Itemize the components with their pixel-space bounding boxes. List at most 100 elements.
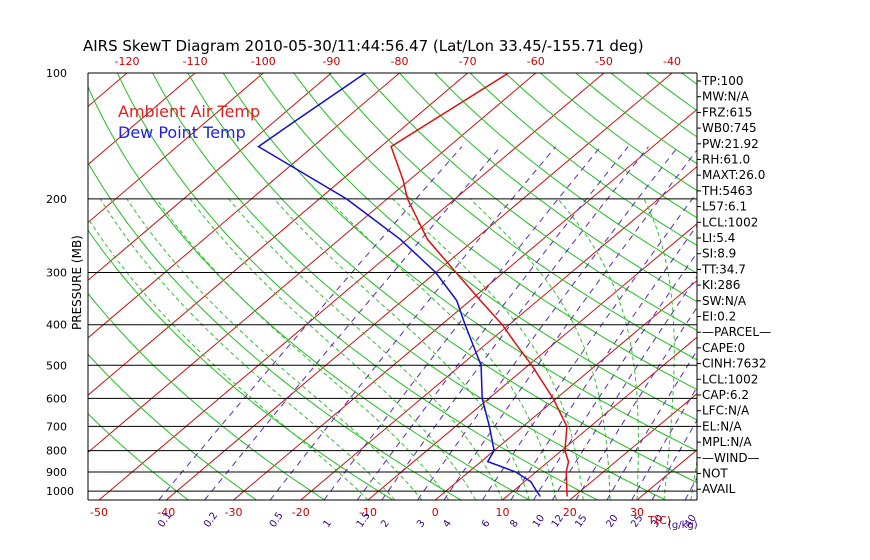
top-temp-tick-label: -70: [459, 55, 477, 68]
pressure-tick-label: 1000: [46, 485, 74, 498]
pressure-tick-label: 100: [46, 67, 67, 80]
dry-adiabat-line: [187, 73, 697, 484]
pressure-tick-label: 200: [46, 193, 67, 206]
top-temp-tick-label: -60: [527, 55, 545, 68]
pressure-tick-label: 300: [46, 267, 67, 280]
moist-adiabat-line: [469, 198, 611, 500]
isotherm-line: [569, 393, 697, 500]
index-value: —WIND—: [702, 451, 760, 465]
y-axis-label: PRESSURE (MB): [70, 235, 84, 330]
moist-adiabat-line: [155, 198, 450, 500]
dry-adiabat-line: [504, 73, 697, 219]
bottom-temp-tick-label: 30: [630, 506, 644, 519]
isotherm-line: [502, 336, 697, 500]
isotherm-line: [98, 73, 605, 500]
index-value: L57:6.1: [702, 200, 747, 214]
moist-adiabat-line: [557, 198, 639, 500]
ambient-air-temp-line: [390, 72, 570, 497]
mixing-ratio-line: [417, 146, 679, 500]
moist-adiabat-line: [643, 198, 675, 500]
index-value: EI:0.2: [702, 310, 736, 324]
isotherm-line: [772, 73, 870, 500]
index-value: LCL:1002: [702, 215, 758, 229]
dry-adiabat-line: [116, 73, 598, 500]
isotherm-line: [0, 73, 59, 500]
index-value: TT:34.7: [701, 262, 746, 276]
moist-adiabat-line: [327, 198, 557, 500]
bottom-temp-tick-label: -10: [359, 506, 377, 519]
mixing-ratio-line: [323, 146, 601, 500]
dry-adiabat-line: [434, 73, 697, 274]
index-value: SI:8.9: [702, 247, 736, 261]
mixing-ratio-tick-label: 4: [441, 518, 454, 530]
top-temp-tick-label: -40: [663, 55, 681, 68]
bottom-temp-tick-label: 20: [563, 506, 577, 519]
index-value: WB0:745: [702, 121, 757, 135]
dry-adiabat-line: [88, 292, 325, 500]
isotherm-line: [88, 73, 468, 396]
isotherm-line: [233, 108, 697, 500]
x-axis-label: T(C): [647, 514, 671, 527]
moist-adiabat-line: [126, 198, 423, 500]
legend-dew-point-temp: Dew Point Temp: [118, 123, 246, 142]
mixing-ratio-line: [381, 146, 649, 500]
dew-point-temp-line: [257, 72, 541, 497]
dry-adiabat-line: [293, 73, 697, 391]
mixing-ratio-line: [443, 149, 697, 500]
index-value: MPL:N/A: [702, 435, 752, 449]
index-value: AVAIL: [702, 482, 736, 496]
pressure-tick-label: 500: [46, 359, 67, 372]
isotherm-line: [88, 73, 264, 224]
moist-adiabat-line: [228, 198, 503, 500]
index-value: PW:21.92: [702, 137, 759, 151]
index-value: CAP:6.2: [702, 388, 749, 402]
index-value: MAXT:26.0: [702, 168, 765, 182]
index-value: SW:N/A: [702, 294, 747, 308]
bottom-temp-tick-label: -50: [90, 506, 108, 519]
index-value: NOT: [702, 467, 728, 481]
chart-title: AIRS SkewT Diagram 2010-05-30/11:44:56.4…: [83, 37, 644, 55]
moist-adiabat-line: [99, 198, 396, 500]
index-value: —PARCEL—: [702, 325, 771, 339]
dry-adiabat-line: [399, 73, 697, 303]
dry-adiabat-line: [88, 85, 530, 500]
isotherm-line: [165, 73, 673, 500]
dry-adiabat-line: [752, 73, 870, 500]
moist-adiabat-line: [88, 217, 369, 500]
dry-adiabat-line: [88, 412, 189, 500]
index-value: MW:N/A: [702, 90, 750, 104]
bottom-temp-tick-label: -40: [157, 506, 175, 519]
isotherm-line: [434, 279, 697, 500]
top-temp-tick-label: -100: [251, 55, 276, 68]
mixing-ratio-line: [269, 146, 557, 500]
mixing-ratio-tick-label: 1: [321, 518, 334, 530]
mixing-ratio-tick-label: 0.5: [268, 510, 286, 529]
bottom-temp-tick-label: -20: [292, 506, 310, 519]
dry-adiabat-line: [88, 161, 462, 500]
mixing-ratio-tick-label: 0.2: [202, 510, 220, 529]
index-value: KI:286: [702, 278, 740, 292]
dry-adiabat-line: [88, 353, 257, 500]
mixing-ratio-tick-label: 6: [480, 518, 493, 530]
mixing-ratio-tick-label: 8: [508, 518, 521, 530]
isotherm-line: [88, 73, 537, 453]
dry-adiabat-line: [363, 73, 697, 331]
dry-adiabat-line: [152, 73, 666, 500]
index-value: CINH:7632: [702, 357, 767, 371]
mixing-ratio-tick-label: 10: [531, 513, 547, 530]
bottom-temp-tick-label: 0: [432, 506, 439, 519]
index-value: CAPE:0: [702, 341, 745, 355]
mixing-ratio-tick-label: 3: [415, 518, 428, 530]
dry-adiabat-line: [257, 73, 697, 421]
index-value: FRZ:615: [702, 105, 752, 119]
top-temp-tick-label: -90: [322, 55, 340, 68]
moist-adiabat-line: [189, 198, 477, 500]
mixing-ratio-unit-label: (g/kg): [668, 520, 698, 531]
moist-adiabat-line: [392, 198, 584, 500]
isotherm-line: [88, 73, 332, 281]
pressure-tick-label: 800: [46, 445, 67, 458]
index-value: EL:N/A: [702, 419, 742, 433]
dry-adiabat-line: [328, 73, 697, 361]
index-value: LI:5.4: [702, 231, 735, 245]
